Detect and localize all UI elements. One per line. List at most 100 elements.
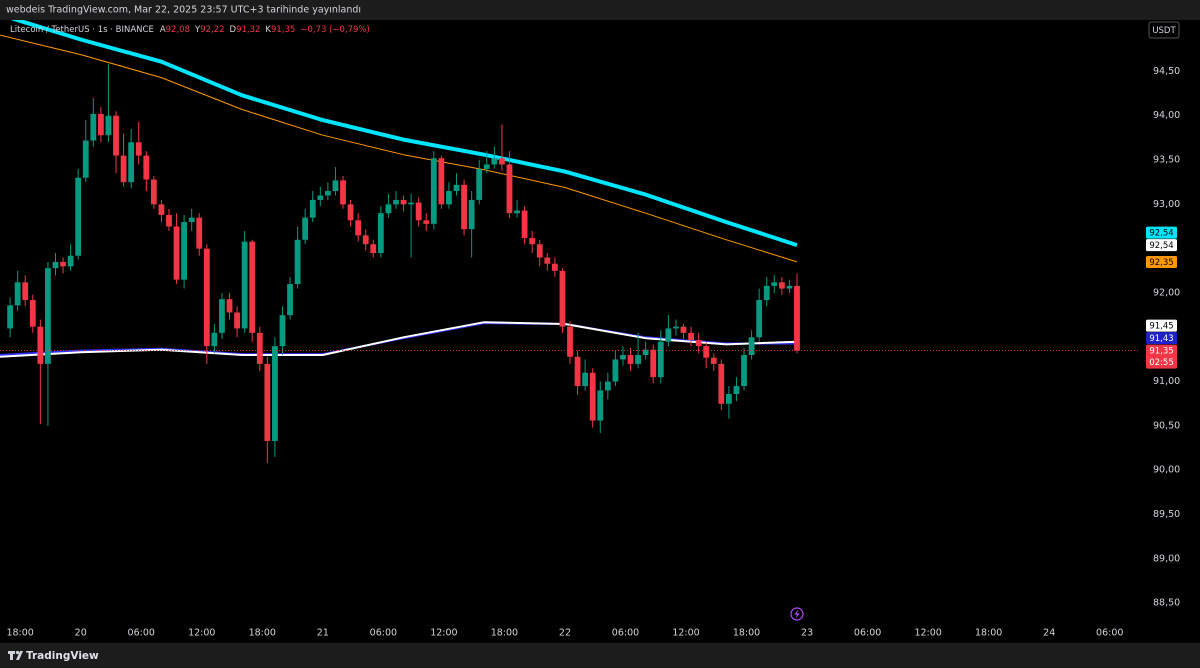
- candle-body: [521, 210, 528, 239]
- ohlc-value: 92,22: [200, 25, 224, 35]
- y-tick-label: 90,00: [1153, 465, 1180, 476]
- candle-body: [135, 142, 142, 156]
- candle-body: [446, 191, 452, 205]
- y-tick-label: 90,50: [1153, 420, 1180, 431]
- candle-body: [377, 213, 384, 254]
- candle-body: [120, 155, 127, 183]
- x-tick-label: 24: [1043, 628, 1055, 639]
- candle-body: [173, 226, 180, 280]
- price-label: [1146, 332, 1177, 345]
- candle-body: [786, 285, 793, 289]
- y-tick-label: 89,50: [1153, 509, 1180, 520]
- y-tick-label: 89,00: [1153, 553, 1180, 564]
- candle-body: [604, 381, 611, 391]
- candle-body: [718, 363, 725, 404]
- candle-body: [710, 357, 717, 364]
- candle-body: [324, 191, 331, 196]
- candle-body: [771, 282, 778, 286]
- candle-body: [430, 158, 437, 224]
- price-label: [1146, 226, 1177, 239]
- footer-brand: TradingView: [26, 650, 99, 662]
- candle-body: [741, 355, 747, 387]
- candle-body: [725, 394, 732, 404]
- candle-body: [14, 282, 21, 306]
- candle-body: [756, 300, 763, 338]
- candle-body: [272, 346, 278, 441]
- candle-body: [536, 244, 543, 258]
- candle-body: [143, 155, 150, 180]
- candle-body: [748, 337, 755, 356]
- candle-body: [355, 220, 362, 236]
- candle-body: [29, 300, 36, 327]
- candle-body: [582, 372, 589, 387]
- x-tick-label: 23: [801, 628, 813, 639]
- price-label: [1146, 239, 1177, 252]
- moving-average: [0, 321, 798, 358]
- candle-body: [612, 359, 619, 382]
- candle-body: [461, 184, 467, 230]
- candle-body: [423, 220, 430, 224]
- candle-body: [332, 180, 339, 192]
- ohlc-key: K: [265, 25, 271, 35]
- publish-note: webdeis TradingView.com, Mar 22, 2025 23…: [6, 5, 361, 16]
- candle-body: [158, 204, 165, 215]
- candle-body: [7, 305, 13, 329]
- alert-icon[interactable]: [790, 607, 804, 621]
- candle-body: [188, 217, 195, 223]
- candle-body: [340, 180, 346, 205]
- candle-body: [499, 158, 505, 165]
- candle-body: [97, 113, 104, 136]
- currency-box[interactable]: [1148, 21, 1180, 39]
- candle-body: [249, 241, 256, 333]
- candle-body: [385, 204, 392, 214]
- candle-body: [514, 210, 520, 214]
- candle-body: [211, 332, 218, 347]
- candle-body: [150, 179, 157, 205]
- alert-bolt: [794, 609, 800, 619]
- candle-body: [559, 270, 566, 327]
- candle-body: [37, 326, 44, 364]
- price-label: [1146, 255, 1177, 268]
- candle-body: [635, 355, 641, 364]
- change-value: −0,73 (−0,79%): [300, 25, 370, 35]
- y-tick-label: 93,50: [1153, 155, 1180, 166]
- candle-body: [113, 115, 119, 156]
- x-tick-label: 12:00: [914, 628, 941, 639]
- candle-body: [408, 202, 415, 205]
- x-tick-label: 06:00: [370, 628, 397, 639]
- candle-body: [688, 332, 694, 340]
- x-tick-label: 18:00: [975, 628, 1002, 639]
- candle-body: [567, 326, 573, 357]
- x-tick-label: 18:00: [6, 628, 33, 639]
- candle-body: [703, 346, 710, 358]
- candle-body: [226, 299, 233, 313]
- candle-body: [551, 263, 558, 271]
- ohlc-key: Y: [194, 25, 201, 35]
- candle-body: [196, 217, 203, 249]
- top-bar: [0, 0, 1200, 20]
- x-tick-label: 06:00: [612, 628, 639, 639]
- candle-body: [309, 199, 316, 218]
- candle-body: [453, 184, 460, 192]
- candle-body: [294, 239, 301, 285]
- y-tick-label: 94,00: [1153, 110, 1180, 121]
- candle-body: [650, 349, 657, 378]
- candle-body: [264, 363, 271, 441]
- candle-body: [544, 257, 551, 264]
- candle-body: [794, 285, 800, 351]
- plot-area: [0, 20, 800, 464]
- candle-body: [438, 158, 445, 205]
- candle-body: [483, 164, 490, 169]
- candle-body: [362, 235, 369, 245]
- y-tick-label: 92,00: [1153, 287, 1180, 298]
- candle-body: [506, 164, 513, 214]
- moving-average: [0, 34, 798, 263]
- currency[interactable]: USDT: [1152, 26, 1176, 36]
- candle-body: [370, 244, 377, 254]
- candle-body: [75, 177, 82, 256]
- ohlc-value: 92,08: [166, 25, 190, 35]
- candle-body: [529, 238, 536, 245]
- candle-body: [695, 339, 702, 347]
- price-label-text: 91,45: [1149, 322, 1173, 332]
- x-tick-label: 20: [75, 628, 87, 639]
